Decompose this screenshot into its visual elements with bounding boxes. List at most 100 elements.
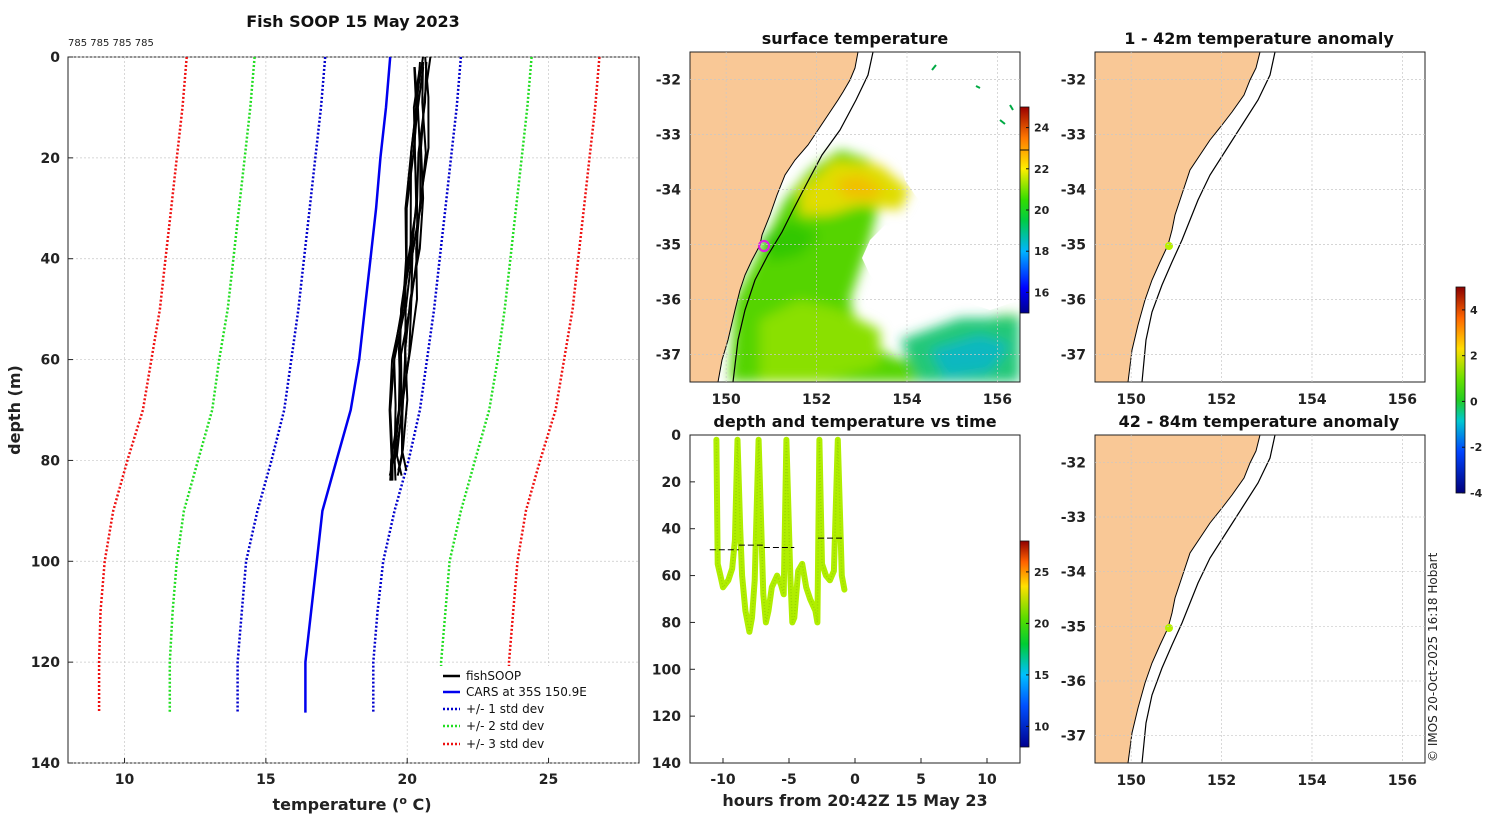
sst-lat-label: -36	[656, 293, 681, 309]
profile-ytick-label: 120	[31, 655, 60, 671]
sst-cbar-label: 20	[1034, 204, 1050, 217]
sst-cbar-label: 16	[1034, 286, 1050, 299]
anom2-lat-label: -35	[1061, 619, 1086, 635]
time-xlabel: hours from 20:42Z 15 May 23	[722, 791, 987, 810]
anom1-lat-label: -36	[1061, 293, 1086, 309]
anom2-lon-label: 150	[1117, 773, 1146, 789]
time-chart: depth and temperature vs time -10 -5 0 5 100…	[652, 412, 1050, 810]
profile-chart: Fish SOOP 15 May 2023 785 785 785 785 10…	[5, 12, 640, 814]
anom1-lat-label: -33	[1061, 128, 1086, 144]
time-xtick-label: -5	[781, 772, 797, 788]
sst-cbar-label: 24	[1034, 122, 1050, 135]
legend-label-cars: CARS at 35S 150.9E	[466, 685, 587, 699]
anom2-lat-label: -34	[1061, 565, 1087, 581]
sst-map: surface temperature 150 152 154 156-32-33-3	[656, 29, 1050, 408]
anom1-lon-label: 156	[1388, 392, 1417, 408]
main-title: Fish SOOP 15 May 2023	[246, 12, 460, 31]
anom1-lat-label: -32	[1061, 73, 1086, 89]
sst-title: surface temperature	[762, 29, 949, 48]
anom2-frame	[1094, 434, 1426, 764]
time-cbar-label: 25	[1034, 566, 1049, 579]
profile-xtick-label: 15	[256, 772, 275, 788]
legend-label-std1: +/- 1 std dev	[466, 702, 544, 716]
time-ytick-label: 40	[662, 522, 682, 538]
fishsoop-cast-9	[389, 66, 421, 481]
time-ytick-label: 0	[671, 428, 681, 444]
anom-cbar-label: 4	[1470, 304, 1478, 317]
sst-lon-label: 150	[712, 392, 741, 408]
time-ytick-label: 80	[662, 615, 682, 631]
profile-legend: fishSOOP CARS at 35S 150.9E +/- 1 std de…	[438, 666, 628, 756]
legend-box	[438, 666, 628, 756]
profile-series-6	[97, 56, 188, 713]
credit-text: © IMOS 20-Oct-2025 16:18 Hobart	[1426, 552, 1440, 762]
profile-xtick-label: 10	[115, 772, 135, 788]
profile-ytick-label: 100	[31, 554, 60, 570]
sst-lon-label: 156	[983, 392, 1012, 408]
time-cbar-label: 15	[1034, 669, 1049, 682]
anom1-title: 1 - 42m temperature anomaly	[1124, 29, 1394, 48]
anom1-lat-label: -34	[1061, 183, 1087, 199]
time-xtick-label: 5	[916, 772, 926, 788]
anomaly-colorbar-group: 4 2 0 -2 -4	[1455, 286, 1483, 500]
anom-cbar-label: -4	[1470, 487, 1483, 500]
legend-label-std3: +/- 3 std dev	[466, 737, 544, 751]
time-cbar-label: 10	[1034, 720, 1050, 733]
anomaly-map-1: 1 - 42m temperature anomaly 150 152 154 156…	[1061, 29, 1426, 408]
sst-lon-label: 154	[892, 392, 921, 408]
time-ytick-label: 60	[662, 569, 682, 585]
anom2-lat-label: -36	[1061, 674, 1086, 690]
sst-lat-label: -34	[656, 183, 682, 199]
anom1-contour	[1141, 51, 1276, 383]
profile-ytick-label: 0	[50, 50, 60, 66]
time-ytick-label: 120	[652, 709, 681, 725]
time-cbar-label: 20	[1034, 617, 1050, 630]
legend-label-fish: fishSOOP	[466, 669, 521, 683]
anom2-lon-label: 154	[1297, 773, 1326, 789]
profile-ytick-label: 60	[41, 353, 61, 369]
sst-lon-label: 152	[802, 392, 831, 408]
time-ytick-label: 20	[662, 475, 682, 491]
anom2-lon-label: 152	[1207, 773, 1236, 789]
profile-series-2	[236, 56, 327, 713]
time-xtick-label: 10	[977, 772, 997, 788]
profile-xtick-label: 25	[539, 772, 558, 788]
time-xtick-label: 0	[850, 772, 860, 788]
anom2-lat-label: -37	[1061, 729, 1086, 745]
sst-lat-label: -35	[656, 238, 681, 254]
anom1-frame	[1094, 51, 1426, 383]
profile-series-4	[168, 56, 256, 713]
anom2-contour	[1141, 434, 1276, 764]
time-ytick-label: 140	[652, 756, 681, 772]
profile-plot-area	[67, 56, 640, 764]
anomaly-map-2: 42 - 84m temperature anomaly 150 152 154 15…	[1061, 412, 1426, 789]
time-colorbar	[1019, 540, 1030, 748]
sst-lat-label: -33	[656, 128, 681, 144]
sst-lat-label: -32	[656, 73, 681, 89]
anom2-title: 42 - 84m temperature anomaly	[1119, 412, 1400, 431]
drop-ids: 785 785 785 785	[68, 38, 154, 49]
anom1-fish-dot	[1165, 242, 1173, 250]
anom2-fish-dot	[1165, 624, 1173, 632]
legend-label-std2: +/- 2 std dev	[466, 719, 544, 733]
profile-ytick-label: 40	[41, 252, 61, 268]
time-ytick-label: 100	[652, 662, 681, 678]
sst-cbar-label: 18	[1034, 245, 1049, 258]
profile-series-0	[304, 56, 392, 713]
fishsoop-cast-8	[397, 56, 432, 471]
fish-location-marker	[757, 239, 771, 253]
anom1-lon-label: 154	[1297, 392, 1326, 408]
anom1-lon-label: 152	[1207, 392, 1236, 408]
anom2-lon-label: 156	[1388, 773, 1417, 789]
anom-cbar-label: 0	[1470, 395, 1478, 408]
anom1-lon-label: 150	[1117, 392, 1146, 408]
profile-ylabel: depth (m)	[5, 365, 24, 455]
profile-series-1	[372, 56, 463, 713]
profile-ytick-label: 140	[31, 756, 60, 772]
fishsoop-cast-4	[395, 61, 427, 476]
time-title: depth and temperature vs time	[713, 412, 996, 431]
anom-cbar-label: 2	[1470, 350, 1478, 363]
profile-xlabel: temperature (o C)	[272, 794, 431, 814]
profile-ytick-label: 80	[41, 453, 61, 469]
